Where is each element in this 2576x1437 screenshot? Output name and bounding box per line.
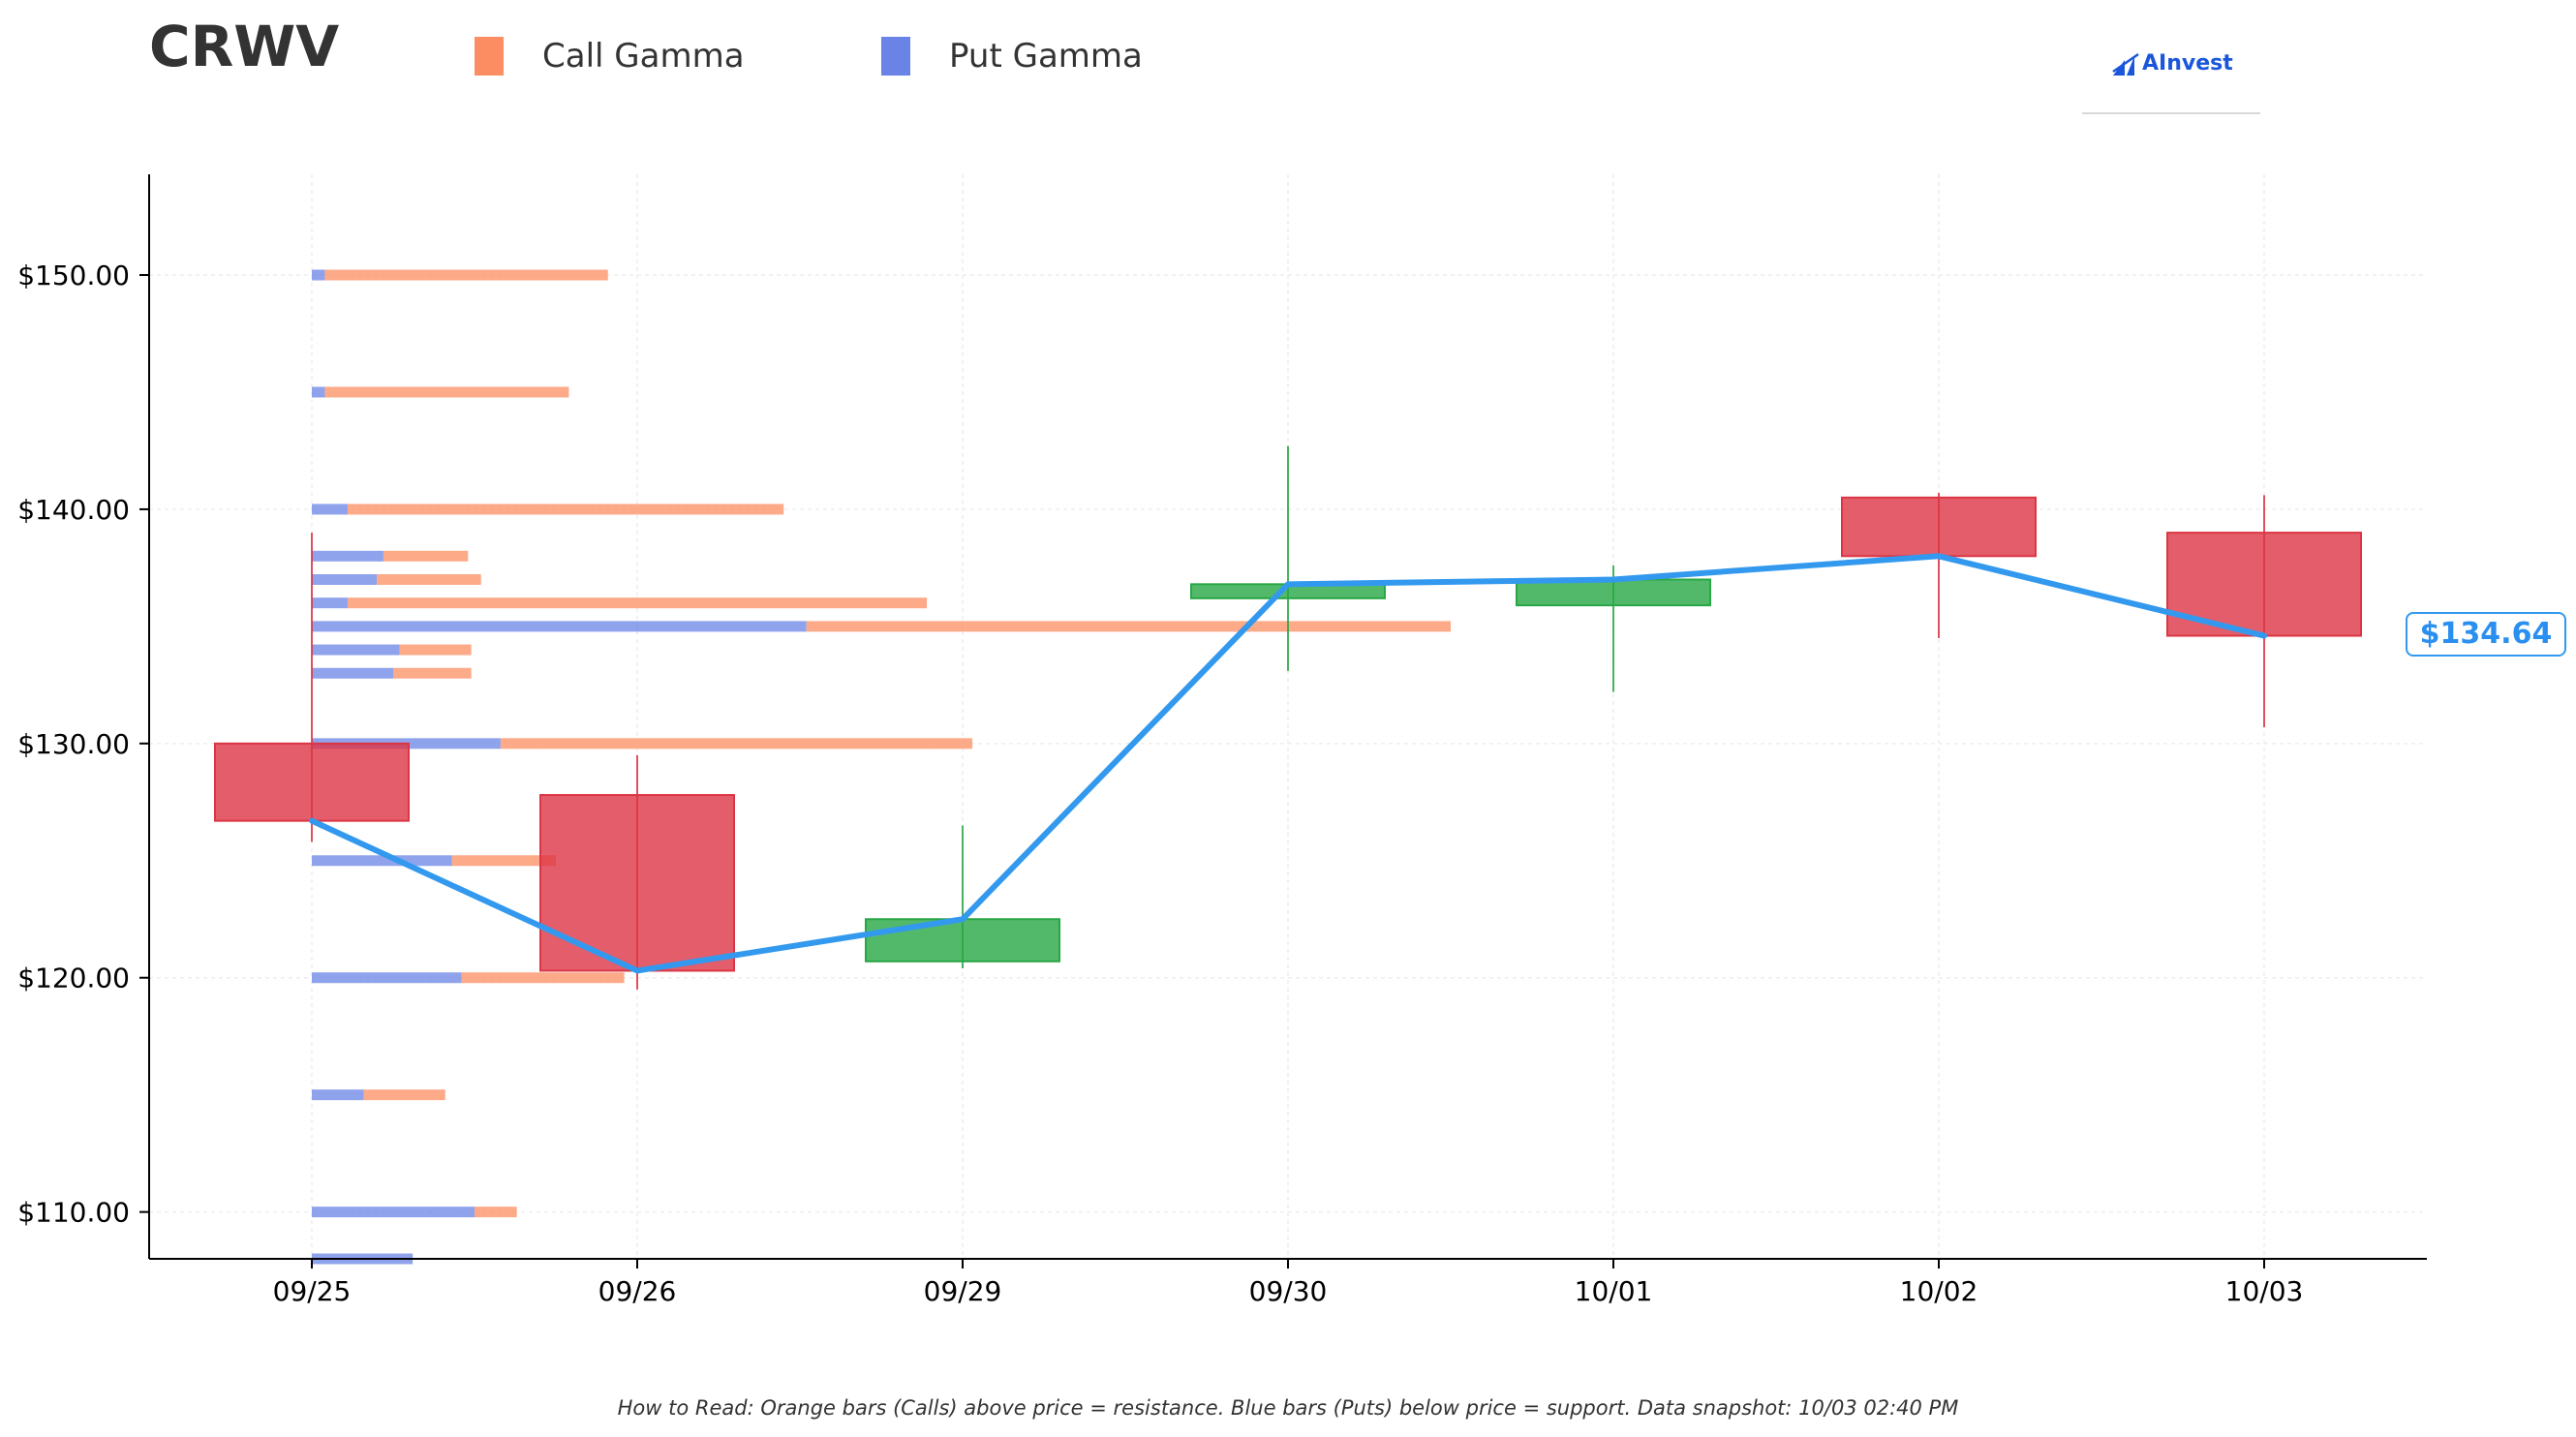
current-price-label: $134.64: [2406, 612, 2566, 657]
candle-body: [539, 794, 735, 972]
ticker-title: CRWV: [149, 14, 340, 79]
legend-label-call-gamma: Call Gamma: [542, 37, 745, 76]
call-gamma-bar: [399, 644, 472, 656]
how-to-read-footnote: How to Read: Orange bars (Calls) above p…: [617, 1396, 1959, 1420]
axes: $110.00 $120.00 $130.00 $140.00 $150.00 09/25…: [17, 174, 2427, 1307]
put-gamma-bar: [312, 597, 348, 609]
call-gamma-bar: [324, 269, 608, 281]
call-gamma-bar: [451, 855, 556, 867]
call-gamma-bar: [324, 386, 569, 398]
call-gamma-bar: [377, 573, 481, 585]
candle-body: [865, 918, 1060, 963]
x-tick-label: 10/02: [1900, 1275, 1978, 1307]
x-tick-label: 09/30: [1249, 1275, 1328, 1307]
ainvest-logo-text: AInvest: [2142, 51, 2233, 76]
put-gamma-bar: [312, 855, 452, 867]
x-tick-label: 09/29: [924, 1275, 1002, 1307]
put-gamma-bar: [312, 504, 348, 515]
call-gamma-bar: [461, 972, 625, 984]
y-tick-label: $140.00: [17, 494, 130, 526]
grid-lines: [149, 174, 2427, 1259]
put-gamma-bar: [312, 269, 325, 281]
x-tick-label: 10/01: [1575, 1275, 1653, 1307]
call-gamma-bar: [363, 1089, 445, 1101]
call-gamma-bar: [347, 597, 928, 609]
put-gamma-bar: [312, 386, 325, 398]
put-gamma-bar: [312, 621, 807, 632]
put-gamma-bar: [312, 550, 383, 562]
close-price-line: [309, 553, 2267, 974]
close-price-polyline: [309, 553, 2267, 974]
call-gamma-bar: [806, 621, 1451, 632]
call-gamma-bar: [475, 1207, 517, 1218]
x-tick-label: 09/26: [598, 1275, 677, 1307]
candlesticks: [214, 445, 2362, 990]
put-gamma-bar: [312, 573, 378, 585]
x-tick-label: 09/25: [273, 1275, 352, 1307]
y-tick-label: $150.00: [17, 260, 130, 291]
call-gamma-bar: [383, 550, 469, 562]
y-tick-label: $110.00: [17, 1197, 130, 1229]
put-gamma-swatch: [881, 37, 910, 76]
y-tick-label: $130.00: [17, 728, 130, 760]
y-tick-label: $120.00: [17, 963, 130, 994]
legend-label-put-gamma: Put Gamma: [949, 37, 1143, 76]
put-gamma-bar: [312, 1089, 364, 1101]
candle-body: [214, 742, 410, 822]
candle-body: [1516, 578, 1711, 607]
put-gamma-bar: [312, 972, 462, 984]
x-tick-label: 10/03: [2225, 1275, 2304, 1307]
candle-body: [1841, 496, 2037, 558]
legend-item-put-gamma: Put Gamma: [881, 37, 1143, 76]
call-gamma-bar: [347, 504, 784, 515]
put-gamma-bar: [312, 1207, 475, 1218]
legend-item-call-gamma: Call Gamma: [475, 37, 745, 76]
ainvest-logo-icon: [2112, 52, 2139, 76]
gamma-bars: [312, 269, 1451, 1265]
call-gamma-swatch: [475, 37, 504, 76]
call-gamma-bar: [500, 738, 973, 749]
put-gamma-bar: [312, 644, 400, 656]
ainvest-logo: AInvest: [2082, 46, 2260, 114]
put-gamma-bar: [312, 667, 393, 679]
call-gamma-bar: [393, 667, 472, 679]
